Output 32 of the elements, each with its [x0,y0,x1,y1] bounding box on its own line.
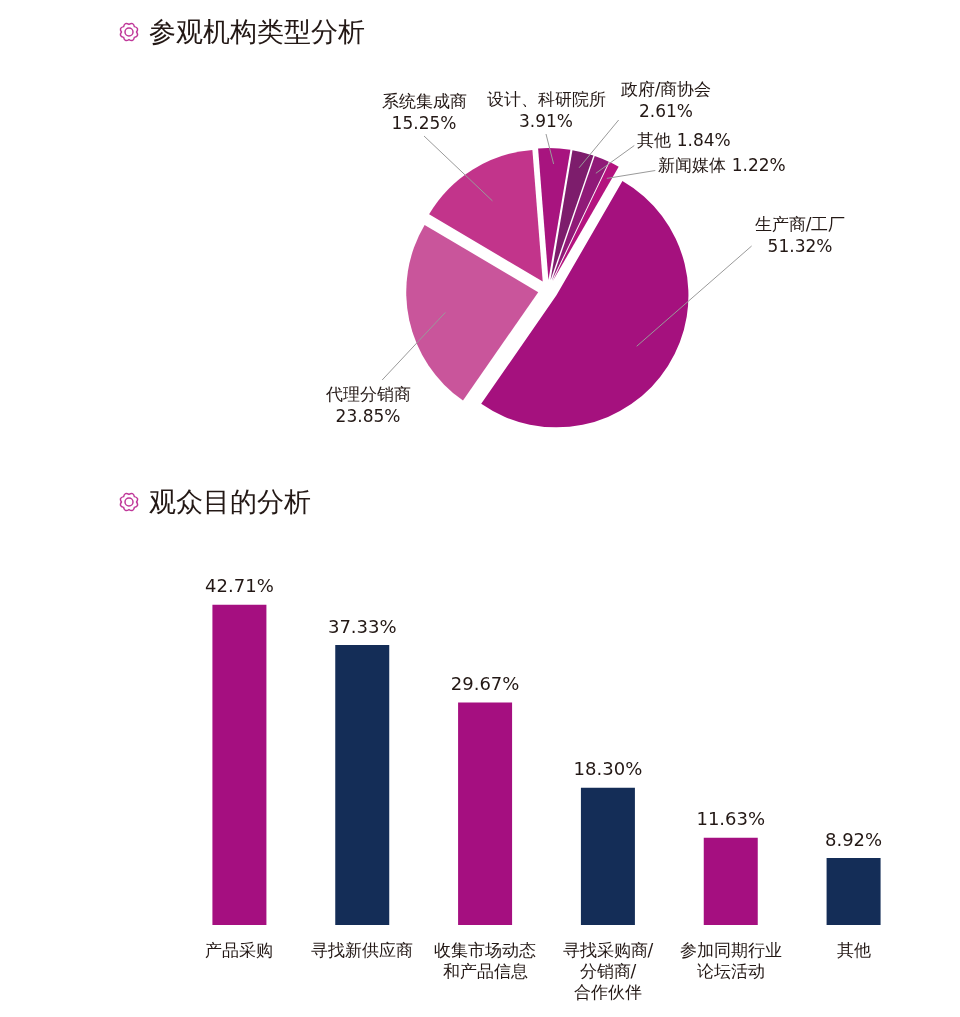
data-label: 8.92% [824,828,883,850]
bar [212,604,267,925]
data-label: 42.71% [205,575,274,597]
slice-label: 系统集成商 [381,91,467,111]
data-label: 2.61% [638,101,694,121]
data-label: 3.91% [518,111,574,131]
x-tick-label: 参加同期行业论坛活动 [679,939,782,981]
data-label: 37.33% [327,615,397,637]
data-label: 29.67% [450,672,520,694]
chart-title: 参观机构类型分析 [149,15,365,49]
x-tick-label: 产品采购 [205,939,274,960]
slice-label: 设计、科研院所 [486,89,606,109]
chart-title: 观众目的分析 [149,485,311,519]
bar [335,645,390,925]
data-label: 51.32% [767,236,833,256]
bar [826,858,881,925]
slice-label: 生产商/工厂 [754,214,846,234]
x-tick-label: 其他 [836,939,871,960]
slice-label: 新闻媒体 1.22% [658,155,786,175]
slice-label: 政府/商协会 [620,79,712,99]
x-tick-label: 寻找采购商/分销商/合作伙伴 [562,939,654,1002]
data-label: 15.25% [391,113,457,133]
data-label: 11.63% [696,808,766,830]
data-label: 23.85% [335,406,401,426]
slice-label: 代理分销商 [324,384,411,404]
x-tick-label: 寻找新供应商 [311,939,414,960]
x-tick-label: 收集市场动态和产品信息 [434,939,537,981]
bar [703,837,758,925]
bar [458,702,513,925]
bar [580,787,635,925]
data-label: 18.30% [573,758,643,780]
slice-label: 其他 1.84% [637,130,731,150]
